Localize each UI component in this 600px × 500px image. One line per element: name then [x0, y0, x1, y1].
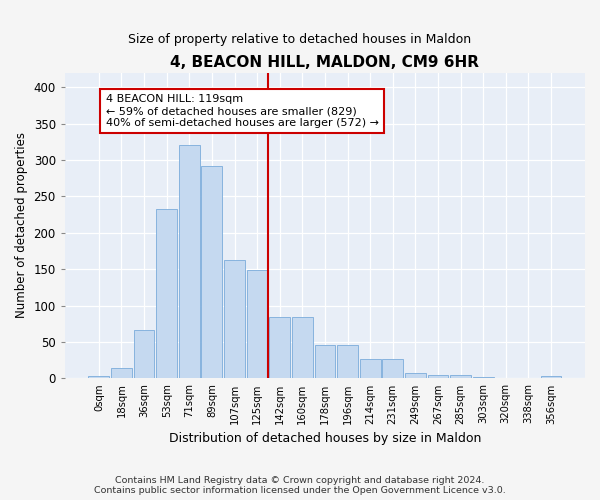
- Bar: [541, 376, 562, 378]
- Bar: [111, 368, 132, 378]
- Bar: [269, 316, 290, 378]
- Text: Size of property relative to detached houses in Maldon: Size of property relative to detached ho…: [128, 32, 472, 46]
- X-axis label: Distribution of detached houses by size in Maldon: Distribution of detached houses by size …: [169, 432, 481, 445]
- Bar: [450, 375, 471, 378]
- Bar: [179, 146, 200, 378]
- Bar: [247, 270, 268, 378]
- Bar: [405, 374, 426, 378]
- Bar: [473, 377, 494, 378]
- Title: 4, BEACON HILL, MALDON, CM9 6HR: 4, BEACON HILL, MALDON, CM9 6HR: [170, 55, 479, 70]
- Text: Contains HM Land Registry data © Crown copyright and database right 2024.
Contai: Contains HM Land Registry data © Crown c…: [94, 476, 506, 495]
- Bar: [314, 345, 335, 378]
- Y-axis label: Number of detached properties: Number of detached properties: [15, 132, 28, 318]
- Bar: [156, 208, 177, 378]
- Bar: [292, 316, 313, 378]
- Bar: [382, 359, 403, 378]
- Text: 4 BEACON HILL: 119sqm
← 59% of detached houses are smaller (829)
40% of semi-det: 4 BEACON HILL: 119sqm ← 59% of detached …: [106, 94, 379, 128]
- Bar: [337, 345, 358, 378]
- Bar: [360, 359, 380, 378]
- Bar: [202, 166, 222, 378]
- Bar: [428, 375, 448, 378]
- Bar: [134, 330, 154, 378]
- Bar: [224, 260, 245, 378]
- Bar: [88, 376, 109, 378]
